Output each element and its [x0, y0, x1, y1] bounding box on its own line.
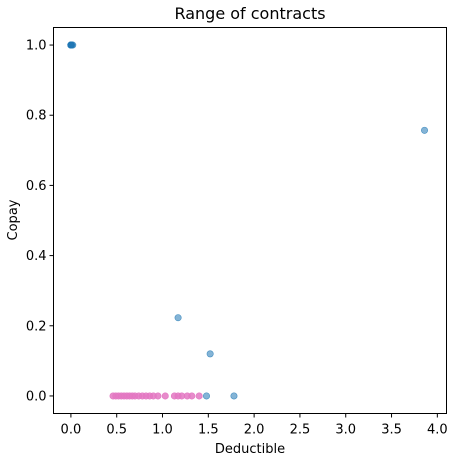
data-point	[195, 392, 203, 400]
x-tick-label: 1.5	[198, 423, 219, 438]
data-point	[421, 126, 429, 134]
y-tick-label: 0.4	[26, 249, 47, 264]
data-point	[67, 41, 75, 49]
x-tick-label: 0.0	[61, 423, 82, 438]
x-tick-label: 2.5	[290, 423, 311, 438]
x-tick-label: 3.0	[335, 423, 356, 438]
y-axis: 0.0 0.2 0.4 0.6 0.8 1.0	[26, 39, 54, 404]
x-tick-label: 4.0	[427, 423, 448, 438]
data-point	[174, 314, 182, 322]
data-point	[230, 392, 238, 400]
y-axis-label: Copay	[6, 199, 21, 240]
x-tick-label: 1.0	[152, 423, 173, 438]
data-point	[154, 392, 162, 400]
data-point	[188, 392, 196, 400]
data-point	[202, 392, 210, 400]
x-tick-label: 0.5	[106, 423, 127, 438]
y-tick-label: 1.0	[26, 39, 47, 54]
x-tick-label: 2.0	[244, 423, 265, 438]
data-point	[161, 392, 169, 400]
y-tick-label: 0.0	[26, 389, 47, 404]
y-tick-label: 0.2	[26, 319, 47, 334]
y-tick-label: 0.8	[26, 109, 47, 124]
x-axis: 0.0 0.5 1.0 1.5 2.0 2.5 3.0 3.5 4.0	[61, 413, 448, 438]
chart-title: Range of contracts	[174, 4, 325, 23]
data-points	[67, 41, 429, 400]
data-point	[206, 350, 214, 358]
plot-frame	[53, 27, 447, 414]
y-tick-label: 0.6	[26, 179, 47, 194]
x-axis-label: Deductible	[215, 442, 285, 457]
x-tick-label: 3.5	[381, 423, 402, 438]
